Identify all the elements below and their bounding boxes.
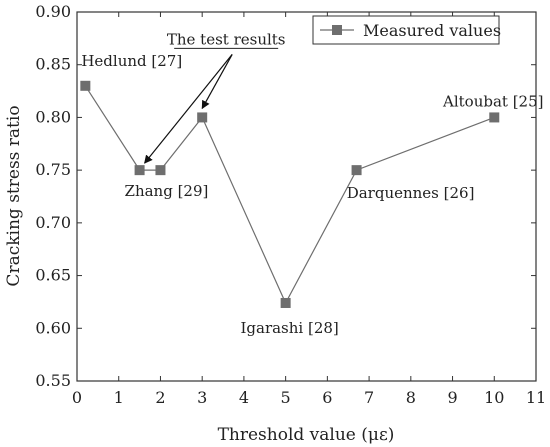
data-point-marker xyxy=(351,165,362,176)
x-tick-label: 0 xyxy=(72,388,82,407)
data-point-marker xyxy=(489,112,500,123)
axis-ticks: 0 1 2 3 4 5 6 7 8 9 10 11 0.55 0.60 0.65 0.70 0.75 0.80 0.… xyxy=(35,2,546,407)
plot-frame xyxy=(76,11,537,382)
legend-marker xyxy=(332,25,342,35)
x-tick-label: 8 xyxy=(406,388,416,407)
series-layer xyxy=(80,80,500,308)
data-point-marker xyxy=(280,297,291,308)
annotation-label: Igarashi [28] xyxy=(240,319,338,337)
legend-label: Measured values xyxy=(363,21,501,40)
annotation-label: Hedlund [27] xyxy=(81,52,182,70)
y-tick-label: 0.75 xyxy=(35,160,71,179)
x-axis-title: Threshold value (με) xyxy=(218,425,395,445)
x-tick-label: 5 xyxy=(281,388,291,407)
x-tick-label: 7 xyxy=(364,388,374,407)
legend: Measured values xyxy=(312,15,501,45)
annotation-arrow xyxy=(201,54,233,110)
y-tick-label: 0.60 xyxy=(35,318,71,337)
x-tick-label: 3 xyxy=(197,388,207,407)
data-point-marker xyxy=(155,165,166,176)
data-point-marker xyxy=(134,165,145,176)
data-point-marker xyxy=(197,112,208,123)
annotation-label: Darquennes [26] xyxy=(347,184,475,202)
x-tick-label: 1 xyxy=(114,388,124,407)
y-axis-title: Cracking stress ratio xyxy=(4,105,24,286)
x-tick-label: 4 xyxy=(239,388,249,407)
annotation-layer: Hedlund [27] Zhang [29] Igarashi [28] Darqu… xyxy=(81,30,543,337)
y-tick-label: 0.90 xyxy=(35,2,71,21)
y-tick-label: 0.55 xyxy=(35,371,71,390)
x-tick-label: 10 xyxy=(484,388,504,407)
annotation-label: The test results xyxy=(167,30,286,48)
data-point-marker xyxy=(80,80,91,91)
x-tick-label: 11 xyxy=(526,388,546,407)
y-tick-label: 0.65 xyxy=(35,266,71,285)
x-tick-label: 6 xyxy=(322,388,332,407)
y-tick-label: 0.70 xyxy=(35,213,71,232)
y-tick-label: 0.80 xyxy=(35,107,71,126)
annotation-arrow xyxy=(144,54,233,164)
annotation-label: Altoubat [25] xyxy=(442,92,543,110)
x-tick-label: 2 xyxy=(155,388,165,407)
y-tick-label: 0.85 xyxy=(35,55,71,74)
x-tick-label: 9 xyxy=(447,388,457,407)
annotation-label: Zhang [29] xyxy=(125,182,209,200)
